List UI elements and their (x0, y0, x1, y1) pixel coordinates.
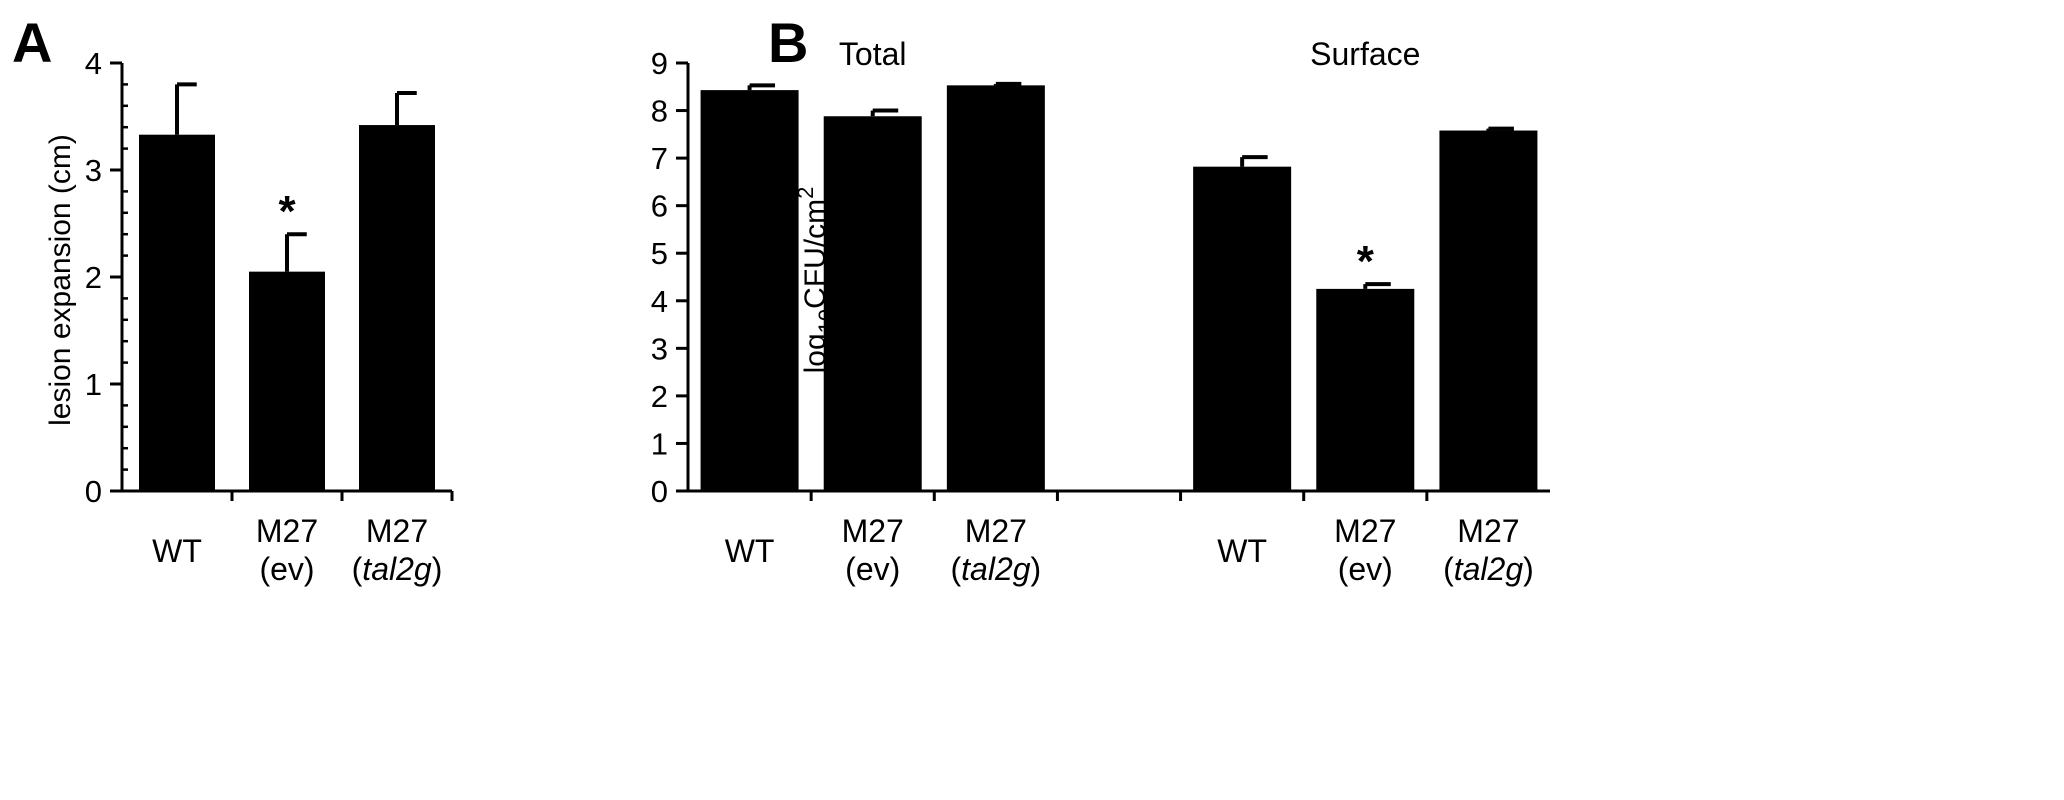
panel-a-bar-3-bar (359, 125, 435, 491)
panel-a-label: A (12, 11, 52, 74)
panel-b-surface-category-2-line-1: M27 (1334, 513, 1396, 549)
panel-a-y-ticks: 0 1 2 3 4 (85, 46, 128, 509)
panel-b-y-tick-label: 0 (651, 474, 668, 509)
panel-a-bar-2-significance-marker: * (278, 187, 296, 236)
panel-b-total-category-2-line-1: M27 (842, 513, 904, 549)
panel-b-surface-category-3-line-1: M27 (1457, 513, 1519, 549)
panel-a-category-3-line-2: (tal2g) (352, 551, 443, 587)
panel-a-y-tick-label: 1 (85, 367, 102, 402)
panel-b-y-tick-label: 4 (651, 284, 668, 319)
panel-b-surface-category-1-line-1: WT (1217, 533, 1267, 569)
panel-a-bar-1-bar (139, 134, 215, 491)
panel-b-group-label-surface: Surface (1310, 36, 1420, 72)
panel-a-y-tick-label: 0 (85, 474, 102, 509)
panel-b-total-bar-2-bar (823, 116, 922, 492)
panel-a-y-tick-label: 4 (85, 46, 102, 81)
panel-b-y-tick-label: 2 (651, 379, 668, 414)
panel-a-category-2-line-2: (ev) (259, 551, 314, 587)
panel-b-y-tick-label: 8 (651, 94, 668, 129)
panel-b-surface-category-2-line-2: (ev) (1338, 551, 1393, 587)
panel-b-total-category-3-line-2: (tal2g) (951, 551, 1042, 587)
panel-b-bars: * (700, 81, 1538, 492)
panel-b-surface-bar-1-bar (1193, 166, 1292, 491)
panel-b-surface-bar-2-bar (1316, 288, 1415, 491)
panel-a-bars: * (139, 82, 435, 491)
panel-b-chart: B log10CFU/cm2 Total Surface 0123456789 … (651, 11, 1550, 587)
panel-b-y-tick-label: 6 (651, 189, 668, 224)
panel-b-surface-bar-2-significance-marker: * (1357, 237, 1375, 286)
panel-b-total-category-2-line-2: (ev) (845, 551, 900, 587)
panel-a-y-tick-label: 3 (85, 153, 102, 188)
panel-a-y-axis-label: lesion expansion (cm) (44, 134, 77, 426)
panel-b-y-tick-label: 1 (651, 426, 668, 461)
panel-b-y-tick-label: 7 (651, 141, 668, 176)
panel-a-bar-2-bar (249, 271, 325, 491)
panel-a-y-tick-label: 2 (85, 260, 102, 295)
panel-b-total-category-1-line-1: WT (725, 533, 775, 569)
panel-a-category-1-line-1: WT (152, 533, 202, 569)
panel-a-category-3-line-1: M27 (366, 513, 428, 549)
panel-b-total-bar-3-bar (946, 85, 1045, 492)
panel-b-group-label-total: Total (839, 36, 907, 72)
panel-b-y-tick-label: 3 (651, 331, 668, 366)
panel-b-surface-bar-3-bar (1439, 130, 1538, 492)
panel-b-surface-category-3-line-2: (tal2g) (1443, 551, 1534, 587)
panel-b-total-bar-1-bar (700, 90, 799, 492)
panel-a-category-2-line-1: M27 (256, 513, 318, 549)
panel-b-label: B (768, 11, 808, 74)
panel-b-y-ticks: 0 1 2 3 4 5 6 7 8 9 (651, 46, 688, 509)
panel-b-y-tick-label: 9 (651, 46, 668, 81)
panel-b-total-category-3-line-1: M27 (965, 513, 1027, 549)
panel-b-y-tick-label: 5 (651, 236, 668, 271)
